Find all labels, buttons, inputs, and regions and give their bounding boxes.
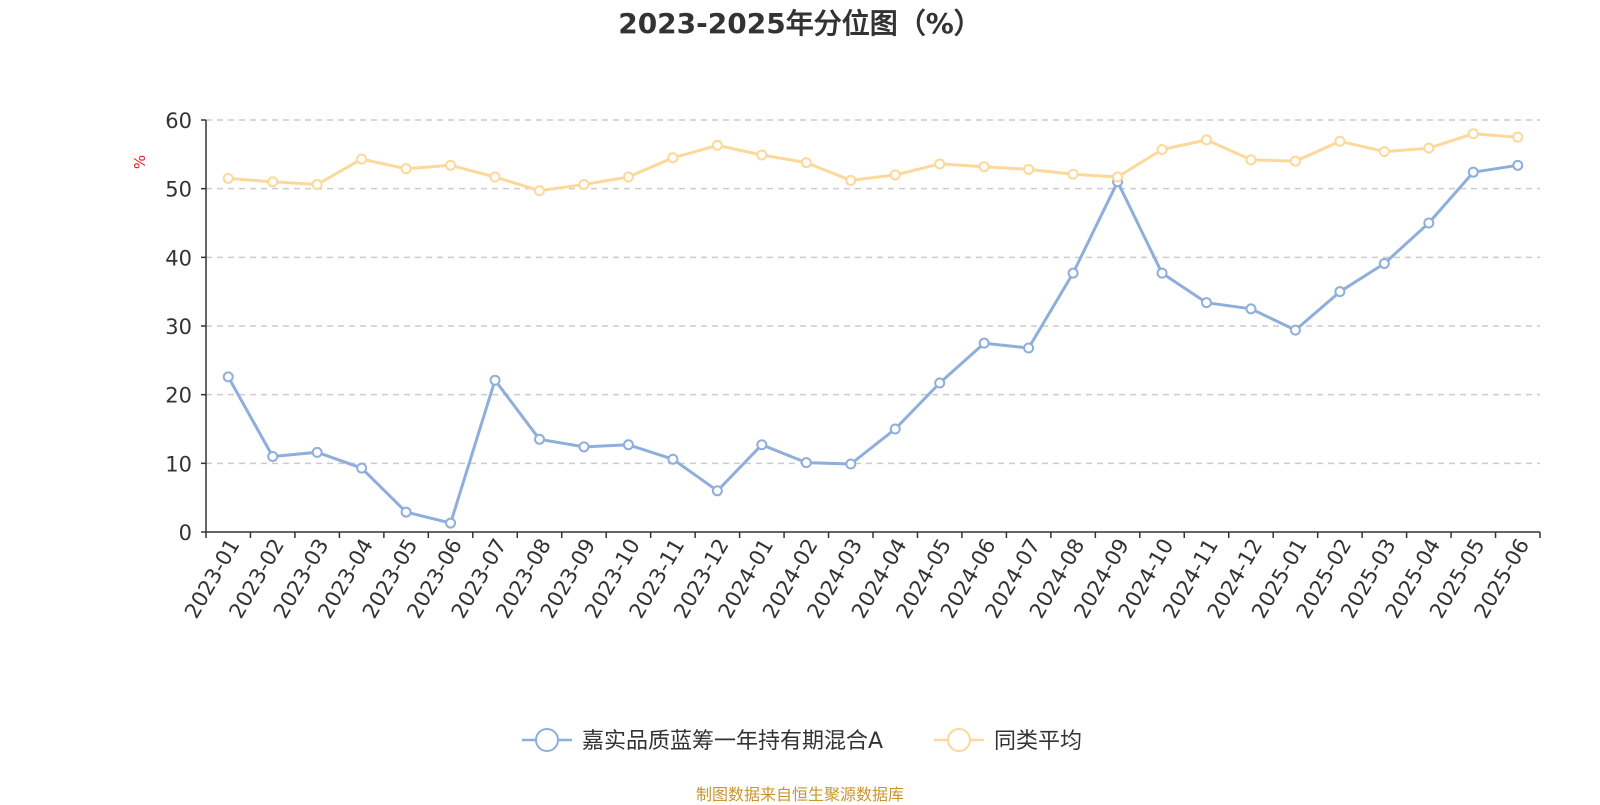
data-point <box>889 169 901 181</box>
data-point <box>1245 154 1257 166</box>
source-note: 制图数据来自恒生聚源数据库 <box>695 785 904 804</box>
data-point <box>311 179 323 191</box>
y-tick-label: 50 <box>165 178 192 202</box>
data-point <box>845 174 857 186</box>
data-point <box>756 149 768 161</box>
data-point <box>1289 155 1301 167</box>
y-tick-label: 40 <box>165 246 192 270</box>
data-point <box>845 458 857 470</box>
data-point <box>667 453 679 465</box>
data-point <box>578 179 590 191</box>
data-point <box>1067 168 1079 180</box>
data-point <box>578 441 590 453</box>
legend-label: 同类平均 <box>994 729 1082 754</box>
chart-title: 2023-2025年分位图（%） <box>618 7 982 40</box>
data-point <box>534 185 545 197</box>
data-point <box>711 139 723 151</box>
data-point <box>1512 159 1524 171</box>
data-point <box>756 439 768 451</box>
data-point <box>1467 166 1479 178</box>
data-point <box>1023 163 1035 175</box>
data-point <box>222 172 234 184</box>
data-point <box>889 423 901 435</box>
data-point <box>222 371 234 383</box>
data-point <box>489 374 501 386</box>
legend-marker <box>535 728 559 752</box>
data-point <box>1378 146 1390 158</box>
data-point <box>1467 128 1479 140</box>
data-point <box>711 485 723 497</box>
data-point <box>622 171 634 183</box>
data-point <box>1112 171 1124 183</box>
data-point <box>1156 267 1168 279</box>
data-point <box>1378 258 1390 270</box>
series-line-0 <box>226 163 1519 525</box>
y-axis-label: % <box>131 155 149 169</box>
y-tick-label: 30 <box>165 315 192 339</box>
data-point <box>1512 131 1524 143</box>
data-point <box>800 157 812 169</box>
data-point <box>978 161 990 173</box>
data-point <box>1156 144 1168 156</box>
data-point <box>400 506 412 518</box>
data-point <box>445 159 457 171</box>
y-tick-label: 10 <box>165 452 192 476</box>
data-point <box>978 337 990 349</box>
data-point <box>489 171 501 183</box>
y-tick-label: 20 <box>165 384 192 408</box>
data-point <box>1067 267 1079 279</box>
legend-marker <box>947 728 971 752</box>
data-point <box>1334 286 1346 298</box>
data-point <box>1334 135 1346 147</box>
data-point <box>1289 324 1301 336</box>
data-point <box>1201 297 1212 309</box>
data-point <box>1423 217 1435 229</box>
data-point <box>1245 303 1257 315</box>
data-point <box>1023 342 1035 354</box>
y-tick-label: 0 <box>179 521 192 545</box>
data-point <box>934 158 946 170</box>
legend-label: 嘉实品质蓝筹一年持有期混合A <box>582 729 883 754</box>
data-point <box>934 377 946 389</box>
series-line-1 <box>228 132 1518 193</box>
data-point <box>267 450 279 462</box>
data-point <box>356 153 368 165</box>
data-point <box>667 152 679 164</box>
data-point <box>311 446 323 458</box>
data-point <box>1423 142 1435 154</box>
data-point <box>356 462 368 474</box>
data-point <box>267 176 279 188</box>
data-point <box>800 457 812 469</box>
data-point <box>445 517 457 529</box>
data-point <box>534 433 545 445</box>
data-point <box>400 163 412 175</box>
data-point <box>622 439 634 451</box>
y-tick-label: 60 <box>165 109 192 133</box>
data-point <box>1201 134 1212 146</box>
